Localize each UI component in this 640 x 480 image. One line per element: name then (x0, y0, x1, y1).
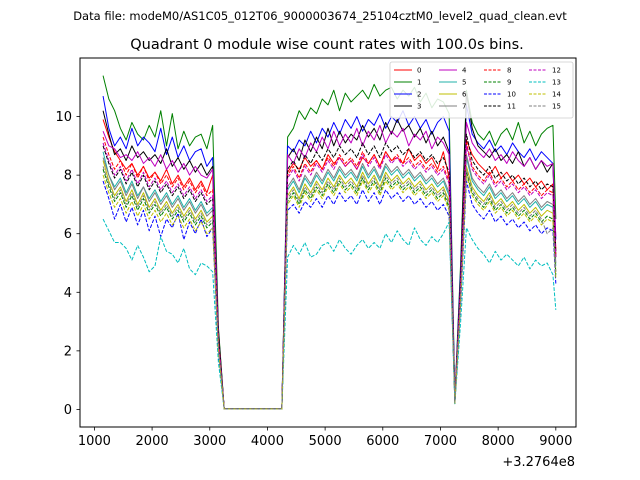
x-tick-label: 4000 (251, 434, 284, 449)
plot-frame (79, 57, 577, 428)
x-axis: 1000 2000 3000 4000 5000 6000 7000 8000 9000 (78, 427, 572, 449)
legend-label-9: 9 (507, 79, 511, 87)
x-tick-label: 3000 (193, 434, 226, 449)
legend-label-0: 0 (417, 67, 421, 75)
y-tick-label: 2 (64, 344, 72, 359)
series-line-7 (102, 154, 557, 410)
x-tick-label: 5000 (309, 434, 342, 449)
series-line-1 (102, 75, 557, 410)
x-offset-label: +3.2764e8 (502, 455, 575, 470)
series-line-2 (102, 95, 557, 410)
series-layer (102, 75, 557, 410)
legend-label-12: 12 (552, 67, 561, 75)
legend-label-10: 10 (507, 91, 516, 99)
figure-suptitle: Data file: modeM0/AS1C05_012T06_90000036… (73, 9, 567, 23)
legend-frame (389, 61, 574, 119)
x-tick-label: 9000 (539, 434, 572, 449)
series-line-13 (102, 218, 557, 410)
y-tick-label: 10 (55, 110, 72, 125)
y-tick-label: 6 (64, 227, 72, 242)
y-tick-label: 4 (64, 286, 72, 301)
legend-label-4: 4 (462, 67, 467, 75)
series-line-11 (102, 133, 557, 410)
series-line-9 (102, 169, 557, 410)
x-tick-label: 8000 (482, 434, 515, 449)
legend-label-15: 15 (552, 103, 561, 111)
legend-label-8: 8 (507, 67, 511, 75)
chart-title: Quadrant 0 module wise count rates with … (130, 37, 524, 53)
legend-label-3: 3 (417, 103, 421, 111)
legend-label-7: 7 (462, 103, 466, 111)
series-line-6 (102, 160, 557, 410)
legend-label-5: 5 (462, 79, 466, 87)
series-line-4 (102, 121, 557, 410)
legend-label-1: 1 (417, 79, 421, 87)
x-tick-label: 2000 (136, 434, 169, 449)
legend-label-2: 2 (417, 91, 421, 99)
x-tick-label: 1000 (78, 434, 111, 449)
legend-label-6: 6 (462, 91, 467, 99)
series-line-5 (102, 151, 557, 410)
series-line-3 (102, 92, 557, 410)
y-tick-label: 8 (64, 169, 72, 184)
y-axis: 0 2 4 6 8 10 (55, 110, 80, 418)
x-tick-label: 7000 (424, 434, 457, 449)
legend-label-11: 11 (507, 103, 516, 111)
legend-label-13: 13 (552, 79, 561, 87)
series-line-8 (102, 136, 557, 410)
series-line-0 (102, 119, 557, 410)
y-tick-label: 0 (64, 403, 72, 418)
series-line-14 (102, 174, 557, 410)
series-line-12 (102, 142, 557, 410)
legend-label-14: 14 (552, 91, 561, 99)
x-tick-label: 6000 (366, 434, 399, 449)
series-line-15 (102, 166, 557, 410)
